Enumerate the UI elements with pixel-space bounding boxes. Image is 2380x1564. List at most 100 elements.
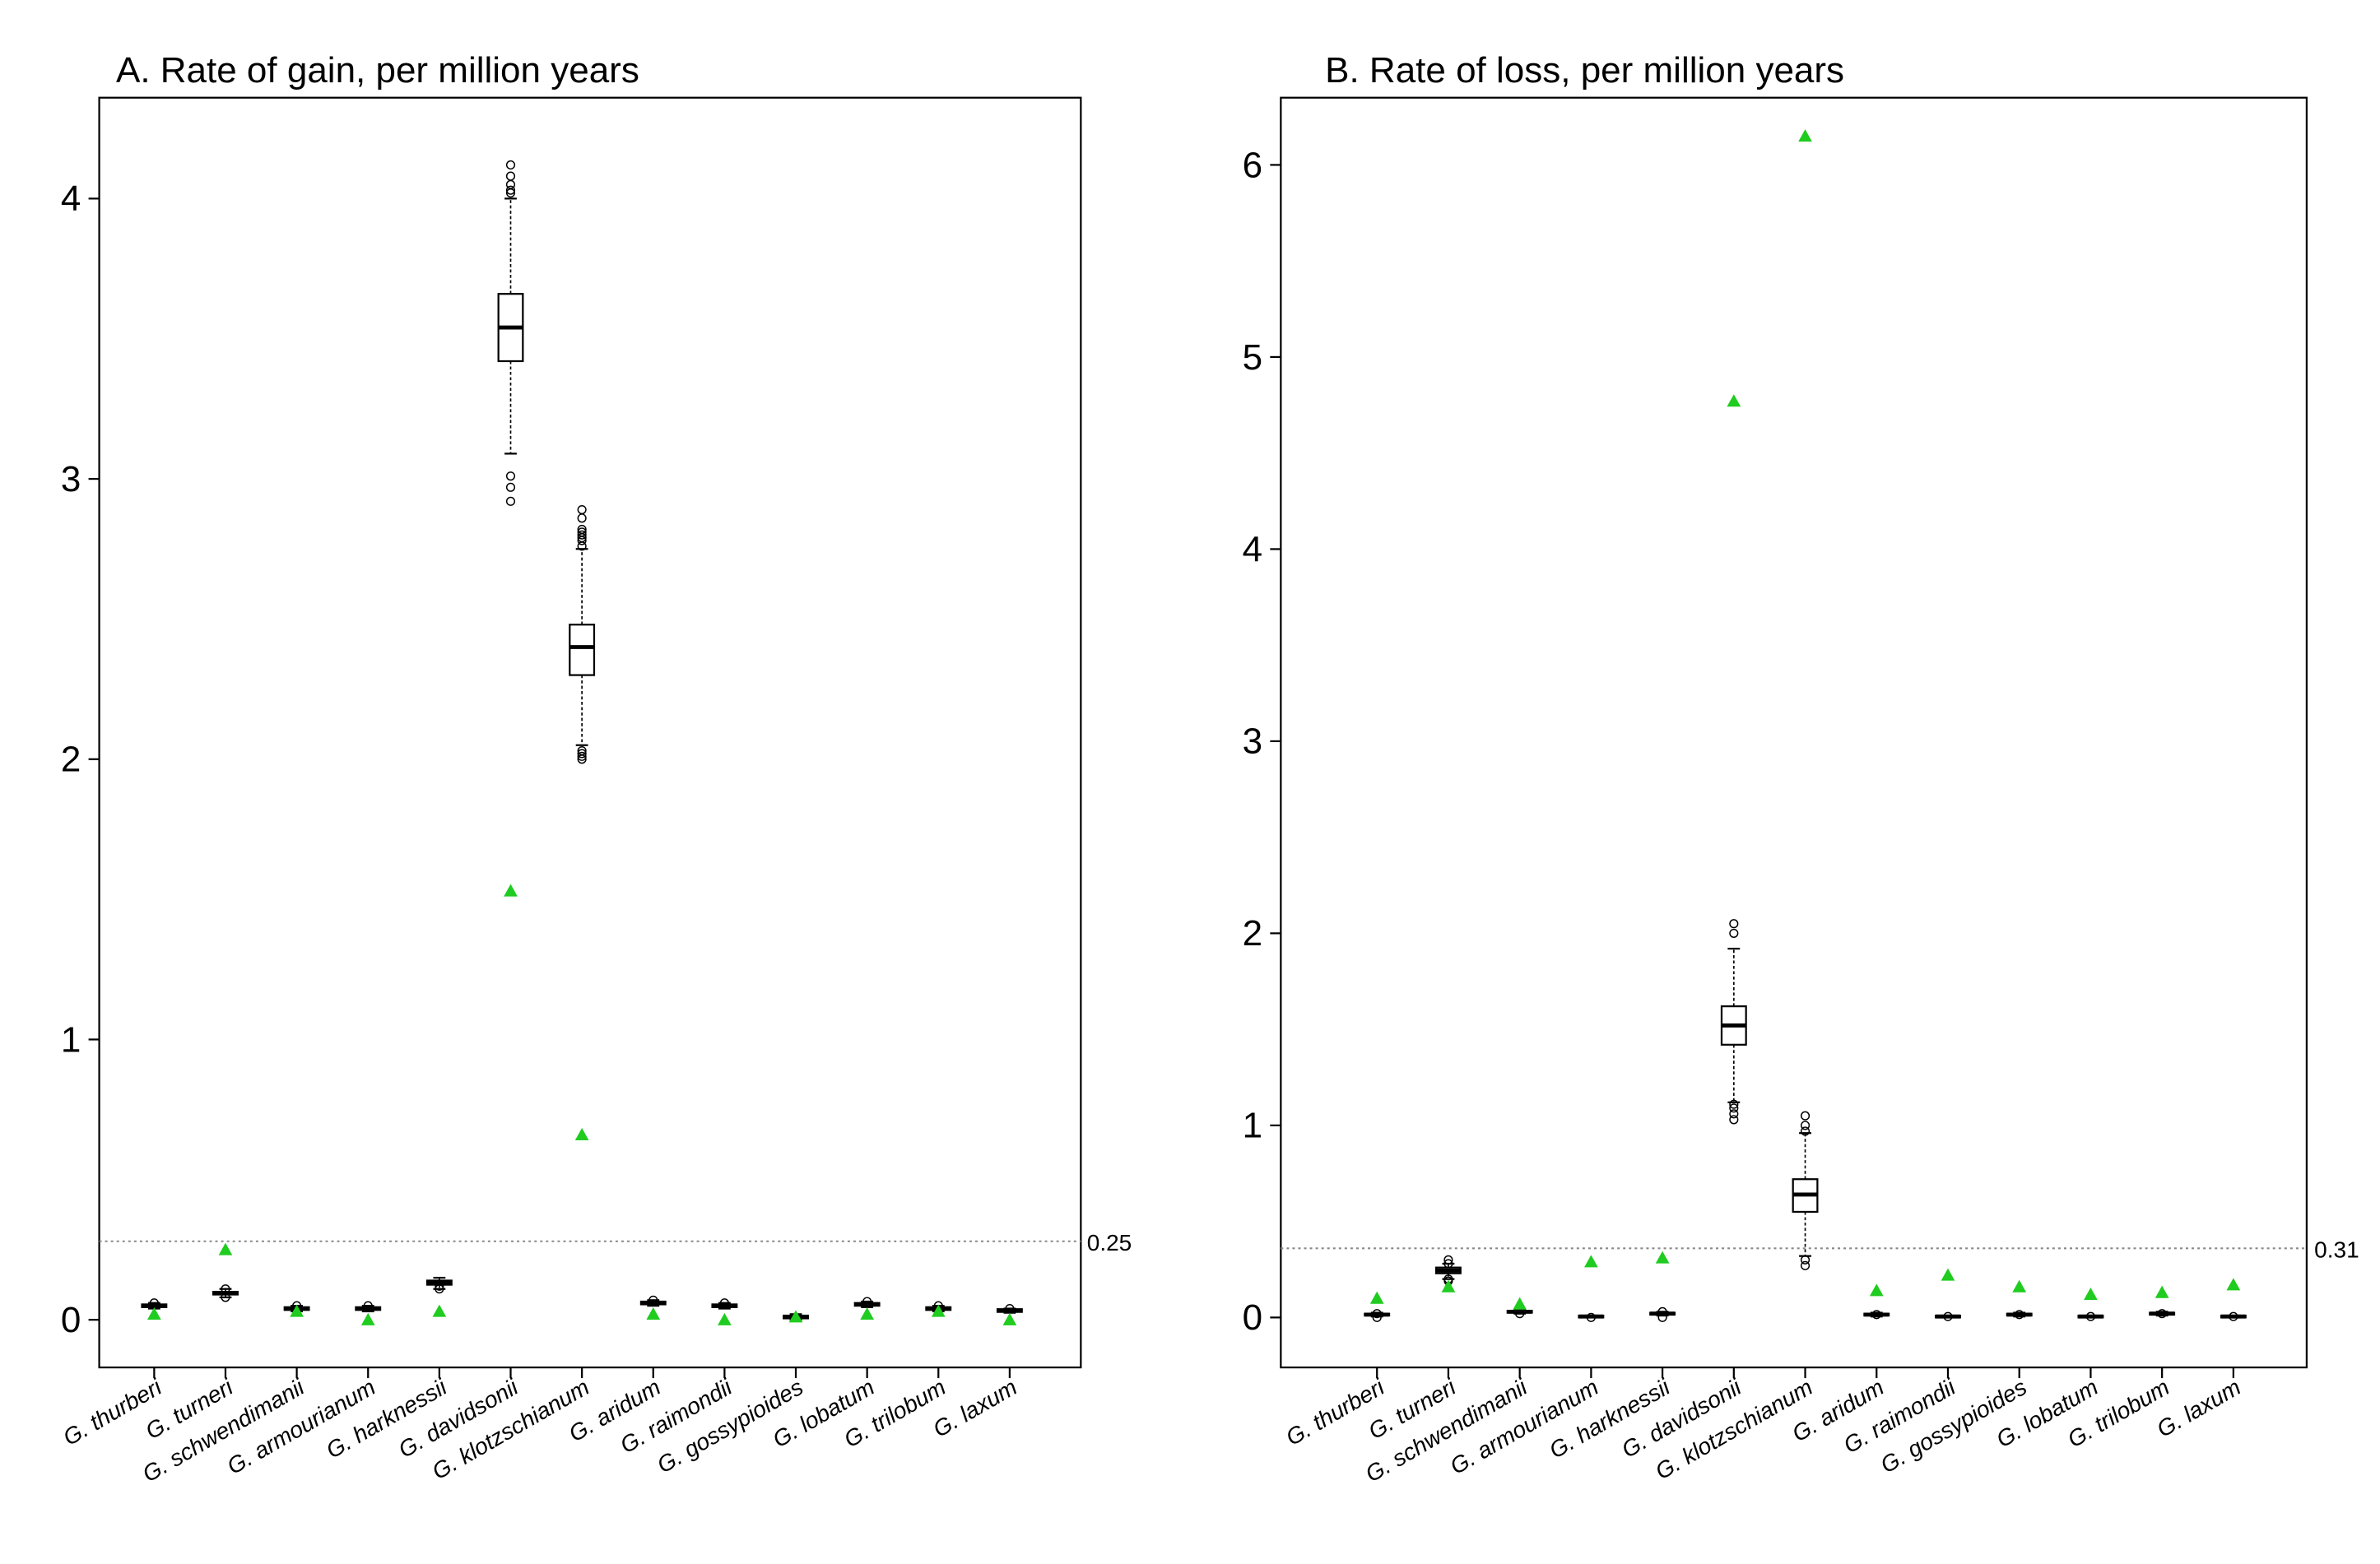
observed-marker <box>1941 1268 1955 1281</box>
box-12 <box>2220 1311 2247 1321</box>
outlier-point <box>505 171 516 181</box>
observed-marker <box>147 1307 161 1320</box>
y-tick-label: 1 <box>1243 1106 1262 1146</box>
box-10 <box>853 1297 881 1308</box>
observed-marker <box>504 884 518 897</box>
outlier-point <box>1800 1126 1811 1136</box>
outlier-point <box>2015 1310 2024 1320</box>
observed-marker <box>718 1312 732 1325</box>
box-8 <box>711 1298 738 1310</box>
outlier-point <box>1729 919 1739 929</box>
plot-frame <box>98 96 1082 1369</box>
outlier-point <box>505 471 516 481</box>
outlier-point <box>505 179 516 189</box>
outlier-point <box>1005 1303 1015 1314</box>
y-tick-label: 3 <box>61 459 81 499</box>
box-10 <box>2077 1311 2104 1321</box>
y-tick-label: 4 <box>1243 529 1262 569</box>
outlier-point <box>862 1297 872 1306</box>
outlier-point <box>435 1284 444 1294</box>
observed-marker <box>1002 1312 1017 1325</box>
box-1 <box>1434 1255 1462 1286</box>
observed-marker <box>646 1307 661 1320</box>
outlier-point <box>435 1281 444 1291</box>
observed-marker <box>2084 1288 2098 1301</box>
outlier-point <box>2157 1309 2167 1319</box>
y-tick-label: 2 <box>61 740 81 780</box>
outlier-point <box>577 504 587 515</box>
box-9 <box>2006 1310 2033 1320</box>
y-tick-label: 5 <box>1243 337 1262 378</box>
box-4 <box>425 1276 453 1294</box>
outlier-point <box>1443 1255 1453 1265</box>
observed-marker <box>931 1304 946 1317</box>
outlier-point <box>1372 1312 1382 1322</box>
y-tick-label: 0 <box>1243 1297 1262 1338</box>
box-11 <box>2149 1309 2176 1319</box>
outlier-point <box>505 160 516 170</box>
observed-marker <box>2155 1285 2169 1298</box>
outlier-point <box>1729 1099 1739 1109</box>
observed-marker <box>360 1312 375 1325</box>
observed-marker <box>290 1304 304 1317</box>
reference-label: 0.25 <box>1087 1230 1132 1255</box>
box-0 <box>141 1298 168 1310</box>
outlier-point <box>719 1298 729 1308</box>
outlier-point <box>1943 1311 1953 1321</box>
outlier-point <box>2229 1311 2238 1321</box>
box-4 <box>1649 1306 1676 1322</box>
box-2 <box>1506 1308 1533 1319</box>
observed-marker <box>1798 129 1812 142</box>
observed-marker <box>574 1127 589 1140</box>
y-tick-label: 3 <box>1243 722 1262 762</box>
observed-marker <box>860 1307 874 1320</box>
box-5 <box>497 160 524 506</box>
outlier-point <box>1729 928 1739 938</box>
outlier-point <box>1871 1310 1881 1320</box>
box-iqr <box>569 624 596 676</box>
reference-label: 0.31 <box>2314 1237 2359 1262</box>
outlier-point <box>1657 1312 1667 1322</box>
box-7 <box>1863 1310 1890 1320</box>
chart-title: B. Rate of loss, per million years <box>1325 50 1844 90</box>
y-tick-label: 2 <box>1243 913 1262 954</box>
outlier-point <box>577 745 587 756</box>
observed-marker <box>1441 1279 1456 1293</box>
box-6 <box>1792 1111 1819 1270</box>
outlier-point <box>1800 1121 1811 1130</box>
outlier-point <box>1515 1309 1525 1319</box>
outlier-point <box>363 1301 373 1311</box>
outlier-point <box>648 1295 658 1305</box>
box-5 <box>1720 919 1747 1125</box>
observed-marker <box>2012 1279 2027 1293</box>
outlier-point <box>505 482 516 492</box>
outlier-point <box>577 749 587 759</box>
observed-marker <box>1727 394 1741 407</box>
box-6 <box>569 504 596 764</box>
box-12 <box>996 1303 1023 1314</box>
outlier-point <box>1800 1255 1811 1265</box>
plot-frame <box>1280 96 2308 1369</box>
observed-marker <box>1369 1291 1384 1304</box>
observed-marker <box>1584 1255 1598 1268</box>
outlier-point <box>149 1298 159 1308</box>
outlier-point <box>1729 1103 1739 1113</box>
outlier-point <box>1443 1259 1453 1269</box>
box-3 <box>1578 1312 1605 1322</box>
panel-gain: A. Rate of gain, per million years 0 1 2 3 4 0… <box>58 50 1132 1487</box>
box-7 <box>639 1295 667 1307</box>
observed-marker <box>432 1304 447 1317</box>
outlier-point <box>505 185 516 195</box>
box-0 <box>1364 1309 1391 1322</box>
observed-marker <box>1513 1297 1527 1310</box>
outlier-point <box>1586 1312 1596 1322</box>
outlier-point <box>1800 1260 1811 1270</box>
observed-marker <box>1869 1283 1884 1297</box>
box-1 <box>212 1284 239 1302</box>
panel-loss: B. Rate of loss, per million years 0 1 2 3 4 5… <box>1243 50 2359 1487</box>
outlier-point <box>221 1284 230 1294</box>
box-8 <box>1935 1311 1961 1321</box>
y-tick-label: 1 <box>61 1019 81 1060</box>
outlier-point <box>1800 1111 1811 1121</box>
y-tick-label: 0 <box>61 1300 81 1340</box>
